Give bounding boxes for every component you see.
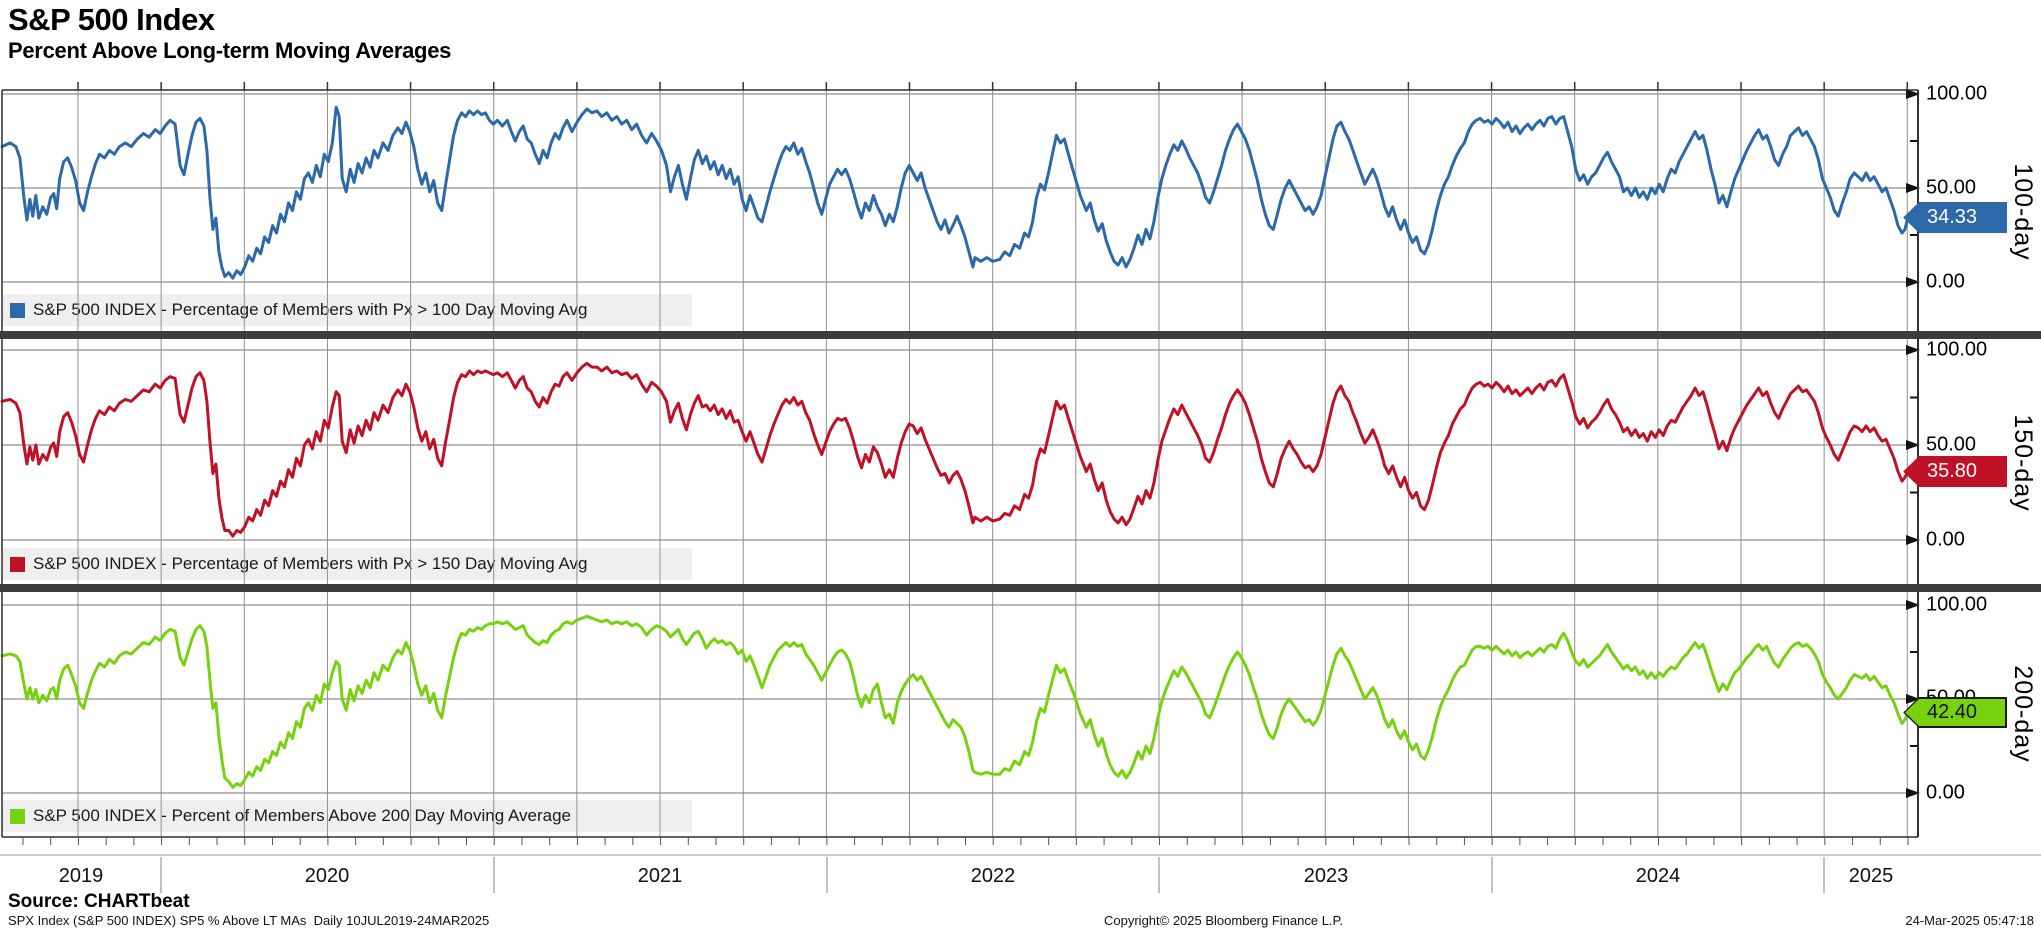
xaxis-year-2019: 2019 — [58, 865, 104, 887]
ytick-p1-50: 50.00 — [1926, 176, 1977, 199]
ytick-p3-100: 100.00 — [1926, 593, 1988, 616]
last-value-badge-200-day: 42.40 — [1903, 697, 2007, 728]
series-line-200-day — [0, 614, 1910, 789]
legend-label-200-day: S&P 500 INDEX - Percent of Members Above… — [33, 806, 571, 825]
page-title: S&P 500 Index — [8, 2, 215, 37]
panel-separator-bar — [0, 331, 2041, 339]
axis-arrow-icon — [1906, 345, 1920, 355]
last-value-100-day: 34.33 — [1927, 206, 1978, 228]
legend-swatch-green-icon — [10, 808, 25, 824]
ytick-p1-0: 0.00 — [1926, 270, 1965, 293]
xaxis-year-2025: 2025 — [1848, 865, 1894, 887]
axis-arrow-icon — [1906, 788, 1920, 798]
ytick-p1-100: 100.00 — [1926, 82, 1988, 105]
badge-flag-red — [1903, 456, 2007, 487]
axis-arrow-icon — [1906, 440, 1920, 450]
last-value-badge-100-day: 34.33 — [1903, 202, 2007, 233]
xaxis-year-2023: 2023 — [1303, 865, 1349, 887]
ytick-p2-0: 0.00 — [1926, 528, 1965, 551]
page-subtitle: Percent Above Long-term Moving Averages — [8, 38, 452, 63]
ytick-p3-0: 0.00 — [1926, 781, 1965, 804]
ytick-p2-100: 100.00 — [1926, 338, 1988, 361]
last-value-badge-150-day: 35.80 — [1903, 456, 2007, 487]
footer-copyright: Copyright© 2025 Bloomberg Finance L.P. — [1104, 913, 1344, 928]
series-line-100-day — [0, 105, 1910, 280]
xaxis-year-2022: 2022 — [970, 865, 1016, 887]
xaxis-year-2021: 2021 — [637, 865, 683, 887]
panel-label-100-day: 100-day — [2009, 163, 2037, 261]
axis-arrow-icon — [1906, 277, 1920, 287]
panel-label-200-day: 200-day — [2009, 665, 2037, 763]
axis-arrow-icon — [1906, 694, 1920, 704]
axis-arrow-icon — [1906, 183, 1920, 193]
panel-separator-bar — [0, 584, 2041, 592]
axis-arrow-icon — [1906, 600, 1920, 610]
legend-label-150-day: S&P 500 INDEX - Percentage of Members wi… — [33, 554, 588, 573]
source-label: Source: CHARTbeat — [8, 891, 190, 912]
legend-swatch-blue-icon — [10, 302, 25, 318]
xaxis-year-2024: 2024 — [1635, 865, 1681, 887]
ytick-p2-50: 50.00 — [1926, 433, 1977, 456]
axis-arrow-icon — [1906, 535, 1920, 545]
axis-arrow-icon — [1906, 89, 1920, 99]
last-value-200-day: 42.40 — [1927, 701, 1978, 723]
last-value-150-day: 35.80 — [1927, 460, 1978, 482]
xaxis-year-2020: 2020 — [304, 865, 350, 887]
panel-label-150-day: 150-day — [2009, 414, 2037, 512]
legend-label-100-day: S&P 500 INDEX - Percentage of Members wi… — [33, 300, 588, 319]
footer-left-text: SPX Index (S&P 500 INDEX) SP5 % Above LT… — [8, 913, 490, 928]
series-line-150-day — [0, 361, 1910, 538]
legend-swatch-red-icon — [10, 556, 25, 572]
footer-timestamp: 24-Mar-2025 05:47:18 — [1905, 913, 2034, 928]
badge-flag-green — [1905, 699, 2005, 726]
badge-flag-blue — [1903, 202, 2007, 233]
